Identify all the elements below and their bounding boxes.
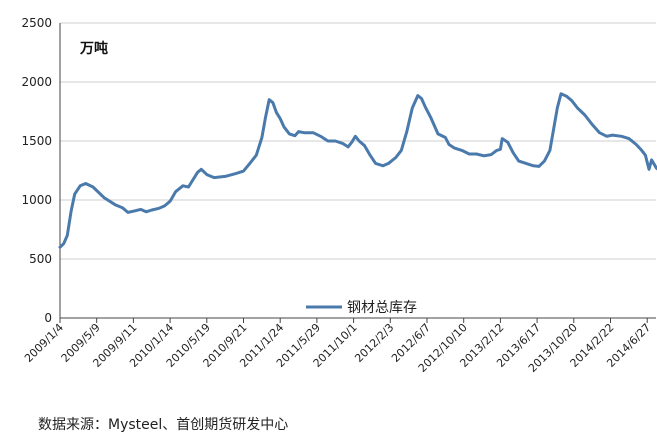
y-tick-labels: 0 500 1000 1500 2000 2500 (21, 16, 52, 325)
y-tick-label: 500 (29, 252, 52, 266)
unit-label: 万吨 (79, 40, 108, 57)
legend: 钢材总库存 (306, 300, 417, 316)
axes (59, 23, 656, 319)
y-tick-label: 0 (44, 311, 52, 325)
y-tick-label: 2000 (21, 75, 52, 89)
x-tick-label: 2012/2/3 (352, 321, 396, 365)
y-tick-label: 1000 (21, 193, 52, 207)
y-tick-label: 2500 (21, 16, 52, 30)
x-tick-label: 2009/1/4 (22, 321, 66, 365)
x-tick-labels: 2009/1/42009/5/92009/9/112010/1/142010/5… (22, 318, 653, 375)
y-tick-label: 1500 (21, 134, 52, 148)
legend-label: 钢材总库存 (347, 300, 417, 316)
series-line-total-steel-inventory (58, 92, 657, 249)
source-note: 数据来源：Mysteel、首创期货研发中心 (38, 417, 289, 433)
